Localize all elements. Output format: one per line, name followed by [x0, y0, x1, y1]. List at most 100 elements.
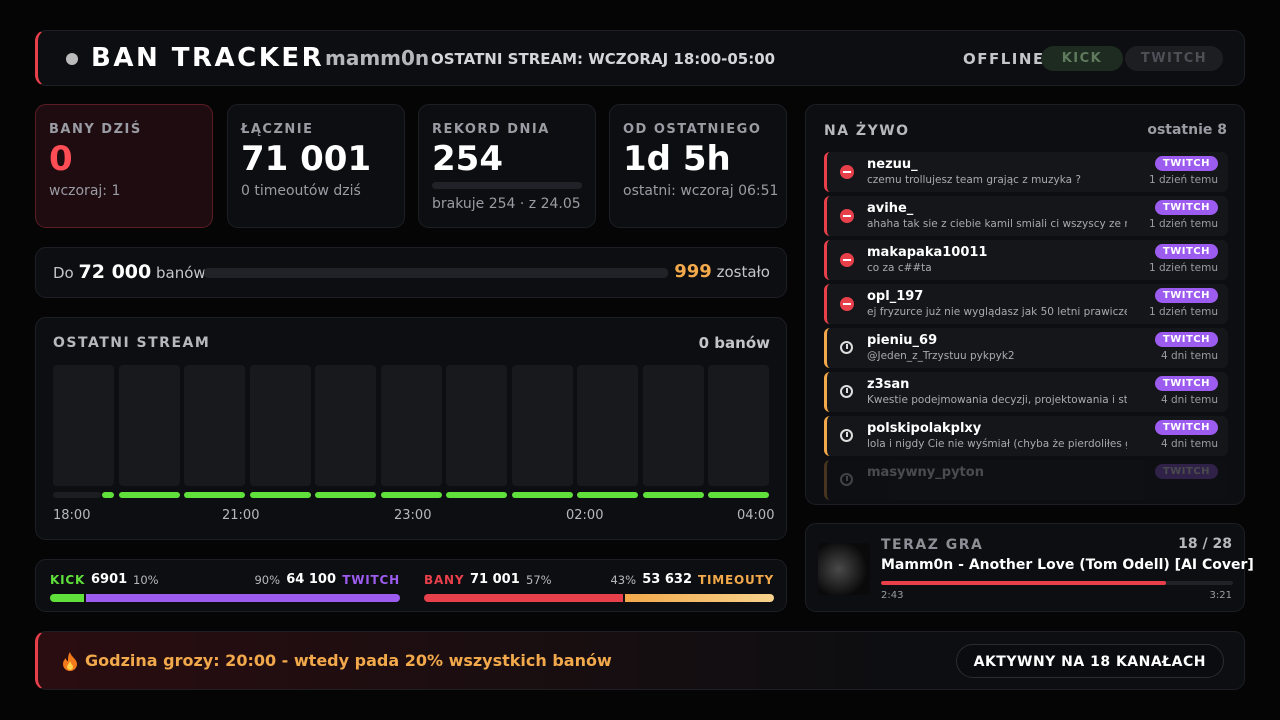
- feed-message: Kwestie podejmowania decyzji, projektowa…: [867, 394, 1127, 406]
- twitch-tab[interactable]: TWITCH: [1125, 46, 1223, 71]
- stream-column: [249, 365, 311, 486]
- record-track: [432, 182, 582, 189]
- split-right-share: 90%: [254, 573, 280, 587]
- stream-column: [380, 365, 442, 486]
- split-right-count: 64 100: [286, 572, 336, 587]
- goal-remaining: 999 zostało: [674, 261, 770, 282]
- feed-item[interactable]: masywny_pyton TWITCH: [824, 460, 1228, 500]
- icon-glyph: [846, 344, 848, 349]
- feed-item[interactable]: opl_197 ej fryzurce już nie wyglądasz jak…: [824, 284, 1228, 324]
- activity-segment: [315, 492, 376, 498]
- stream-column: [446, 365, 507, 486]
- icon-glyph: [843, 171, 851, 173]
- split-right-share: 43%: [610, 573, 636, 587]
- stat-label: ŁĄCZNIE: [241, 122, 314, 137]
- stream-column: [511, 365, 573, 486]
- feed-time: 1 dzień temu: [1148, 306, 1218, 318]
- time-label: 04:00: [737, 508, 775, 523]
- stat-value: 71 001: [241, 139, 372, 179]
- activity-track: [53, 492, 101, 498]
- goal-label: Do 72 000 banów: [53, 261, 206, 283]
- stat-value: 254: [432, 139, 503, 179]
- stat-note: wczoraj: 1: [49, 183, 121, 199]
- stat-note: brakuje 254 · z 24.05: [432, 196, 581, 212]
- feed-item[interactable]: z3san Kwestie podejmowania decyzji, proje…: [824, 372, 1228, 412]
- split-left-name: BANY: [424, 573, 465, 587]
- feed-user: polskipolakplxy: [867, 421, 982, 436]
- stream-column: [53, 365, 114, 486]
- activity-segment: [708, 492, 769, 498]
- footer: Godzina grozy: 20:00 - wtedy pada 20% ws…: [35, 631, 1245, 690]
- feed-message: co za c##ta: [867, 262, 932, 274]
- split-left-count: 71 001: [470, 572, 520, 587]
- feed-time: 4 dni temu: [1160, 394, 1218, 406]
- activity-segment: [102, 492, 114, 498]
- np-position: 18 / 28: [1178, 536, 1232, 552]
- feed-user: pieniu_69: [867, 333, 938, 348]
- time-label: 23:00: [394, 508, 432, 523]
- platform-badge: TWITCH: [1154, 288, 1218, 303]
- stat-card: ŁĄCZNIE 71 001 0 timeoutów dziś: [227, 104, 405, 228]
- split-left-share: 57%: [526, 573, 552, 587]
- feed-subtitle: ostatnie 8: [1147, 122, 1227, 138]
- header: BAN TRACKER mamm0n OSTATNI STREAM: WCZOR…: [35, 30, 1245, 86]
- feed-item[interactable]: nezuu_ czemu trollujesz team grając z muz…: [824, 152, 1228, 192]
- platform-badge: TWITCH: [1154, 420, 1218, 435]
- icon-glyph: [843, 215, 851, 217]
- ban-icon: [840, 297, 854, 311]
- split-left-bar: [424, 594, 623, 602]
- np-progress-track: [881, 581, 1233, 585]
- stat-note: 0 timeoutów dziś: [241, 183, 361, 199]
- platform-badge: TWITCH: [1154, 376, 1218, 391]
- stream-title: OSTATNI STREAM: [53, 335, 211, 351]
- platform-badge: TWITCH: [1154, 464, 1218, 479]
- feed-user: nezuu_: [867, 157, 918, 172]
- split-right-name: TIMEOUTY: [697, 573, 774, 587]
- feed-time: 1 dzień temu: [1148, 174, 1218, 186]
- kick-tab[interactable]: KICK: [1041, 46, 1123, 71]
- stream-column: [708, 365, 769, 486]
- feed-item[interactable]: polskipolakplxy lola i nigdy Cie nie wyśm…: [824, 416, 1228, 456]
- stat-card: BANY DZIŚ 0 wczoraj: 1: [35, 104, 213, 228]
- timeout-icon: [840, 473, 853, 486]
- activity-segment: [118, 492, 180, 498]
- activity-segment: [642, 492, 704, 498]
- activity-segment: [446, 492, 507, 498]
- feed-message: lola i nigdy Cie nie wyśmiał (chyba że p…: [867, 438, 1127, 450]
- stream-column: [642, 365, 704, 486]
- stat-card: REKORD DNIA 254 brakuje 254 · z 24.05: [418, 104, 596, 228]
- activity-segment: [380, 492, 442, 498]
- feed-user: avihe_: [867, 201, 914, 216]
- stat-value: 0: [49, 139, 73, 179]
- platform-badge: TWITCH: [1154, 156, 1218, 171]
- stat-card: OD OSTATNIEGO 1d 5h ostatni: wczoraj 06:51: [609, 104, 787, 228]
- stream-column: [118, 365, 180, 486]
- channels-badge: AKTYWNY NA 18 KANAŁACH: [955, 644, 1224, 678]
- split-right-name: TWITCH: [342, 573, 400, 587]
- icon-glyph: [843, 259, 851, 261]
- stream-column: [315, 365, 376, 486]
- goal-suffix: banów: [156, 264, 206, 282]
- feed-time: 1 dzień temu: [1148, 262, 1218, 274]
- split-right-bar: [86, 594, 400, 602]
- feed-item[interactable]: makapaka10011 co za c##ta TWITCH 1 dzień te…: [824, 240, 1228, 280]
- goal-target: 72 000: [78, 261, 152, 283]
- icon-glyph: [846, 388, 848, 393]
- remaining-suffix: zostało: [716, 263, 770, 281]
- stream-card: OSTATNI STREAM 0 banów 18:00 21:00 23:00 02…: [35, 317, 787, 540]
- np-elapsed: 2:43: [881, 590, 904, 601]
- feed-item[interactable]: pieniu_69 @Jeden_z_Trzystuu pykpyk2 TWITCH…: [824, 328, 1228, 368]
- split-left-share: 10%: [133, 573, 159, 587]
- activity-segment: [511, 492, 573, 498]
- feed-user: z3san: [867, 377, 910, 392]
- platform-badge: TWITCH: [1154, 244, 1218, 259]
- activity-segment: [249, 492, 311, 498]
- icon-glyph: [846, 432, 848, 437]
- feed-time: 4 dni temu: [1160, 350, 1218, 362]
- feed-message: @Jeden_z_Trzystuu pykpyk2: [867, 350, 1015, 362]
- icon-glyph: [846, 476, 848, 481]
- cover-art: [818, 543, 870, 595]
- stream-column: [577, 365, 638, 486]
- feed-item[interactable]: avihe_ ahaha tak sie z ciebie kamil smial…: [824, 196, 1228, 236]
